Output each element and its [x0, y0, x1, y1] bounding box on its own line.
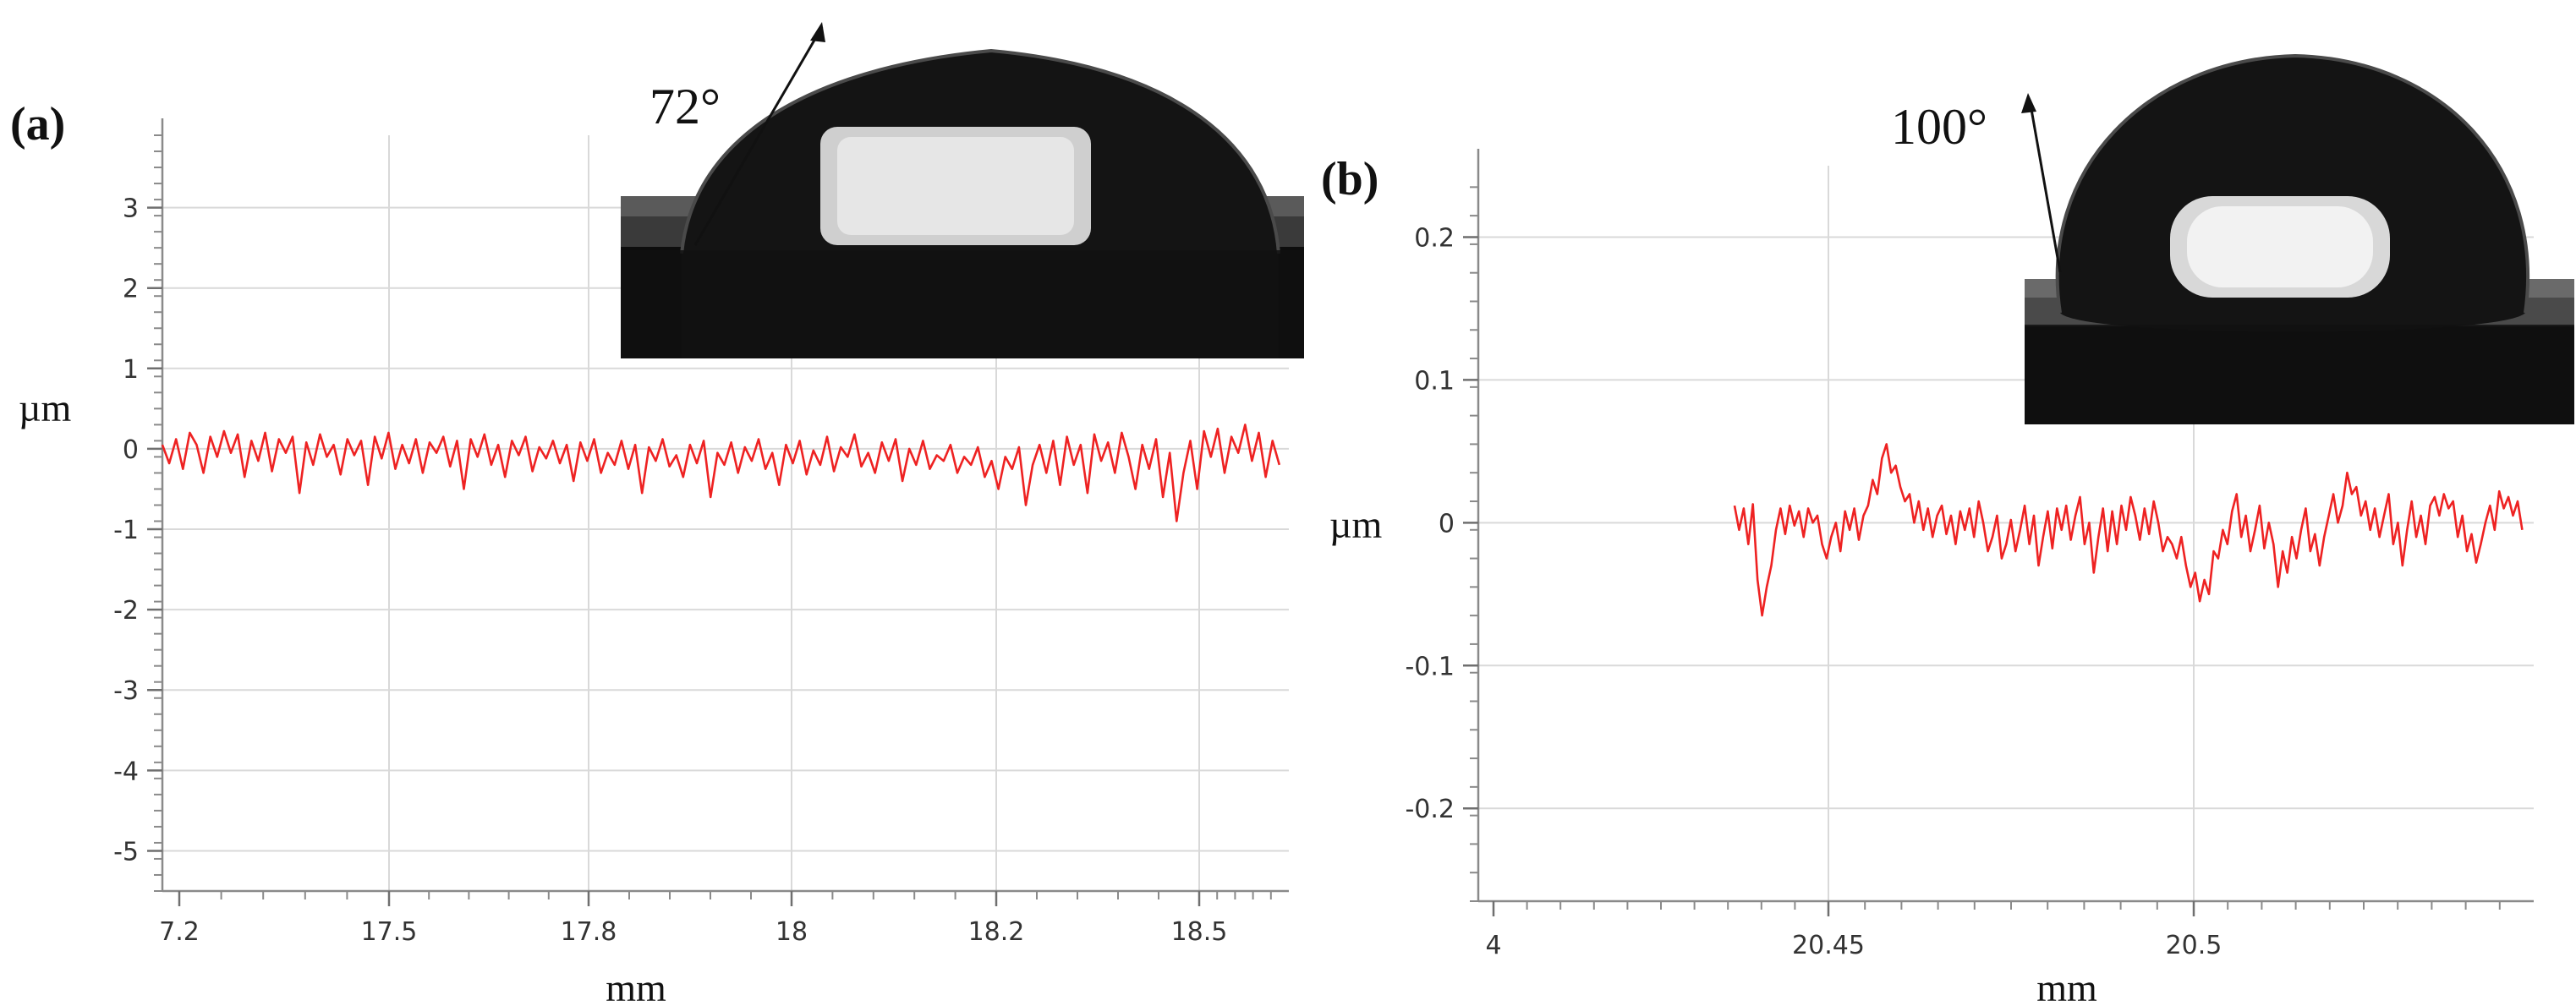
panel-a-axes: 3 2 1 0 -1 -2 -3 -4 -5 7.2 17.5 17.8 18 18.2 18.5: [113, 118, 1289, 947]
panel-a-profile-line: [161, 424, 1281, 522]
panel-b-x-axis-label: mm: [2036, 966, 2097, 1006]
panel-a-label: (a): [10, 98, 65, 150]
panel-b-y-axis-label: µm: [1329, 503, 1383, 546]
panel-b-contact-angle: 100°: [1891, 99, 1987, 155]
panel-a-y-axis-label: µm: [19, 386, 72, 429]
panel-a-y-tick-label-4: -1: [113, 516, 139, 545]
panel-b-grid: [1478, 166, 2534, 901]
panel-a-y-tick-label-7: -4: [113, 757, 139, 786]
panel-a-x-tick-label-1: 17.5: [361, 917, 418, 947]
panel-b-y-tick-label-4: -0.2: [1405, 795, 1455, 824]
panel-b-profile-line: [1733, 443, 2524, 617]
panel-a-trace: [161, 424, 1281, 522]
panel-a-y-tick-label-1: 2: [123, 275, 139, 304]
panel-a-x-tick-label-3: 18: [776, 917, 808, 947]
panel-b-label: (b): [1321, 153, 1378, 205]
panel-a-x-tick-label-0: 7.2: [159, 917, 200, 947]
panel-a-x-axis-label: mm: [606, 966, 666, 1006]
panel-b-trace: [1733, 443, 2524, 617]
panel-b-y-tick-label-0: 0.2: [1414, 223, 1455, 253]
panel-a-y-tick-label-2: 1: [123, 355, 139, 385]
panel-b-droplet-inset: 100°: [1891, 53, 2574, 424]
panel-b-y-tick-label-1: 0.1: [1414, 366, 1455, 396]
panel-b: 0.2 0.1 0 -0.1 -0.2 4 20.45 20.5 (b) µm mm 100°: [1321, 53, 2574, 1006]
panel-a-y-tick-label-8: -5: [113, 837, 139, 867]
panel-b-x-tick-label-1: 20.45: [1792, 931, 1865, 960]
panel-a-x-tick-label-4: 18.2: [968, 917, 1025, 947]
panel-b-axes: 0.2 0.1 0 -0.1 -0.2 4 20.45 20.5: [1405, 149, 2534, 960]
panel-b-x-tick-label-0: 4: [1485, 931, 1501, 960]
panel-a-y-tick-label-6: -3: [113, 676, 139, 706]
panel-a-y-tick-label-3: 0: [123, 435, 139, 465]
panel-a-y-tick-label-5: -2: [113, 596, 139, 626]
panel-a-x-tick-label-5: 18.5: [1171, 917, 1228, 947]
panel-b-y-tick-label-2: 0: [1439, 509, 1455, 539]
panel-b-x-tick-label-2: 20.5: [2166, 931, 2222, 960]
panel-a-y-tick-label-0: 3: [123, 194, 139, 224]
panel-b-y-tick-label-3: -0.1: [1405, 652, 1455, 681]
panel-a-droplet-inset: 72°: [621, 22, 1304, 358]
panel-a-contact-angle: 72°: [649, 79, 721, 134]
panel-a-x-tick-label-2: 17.8: [561, 917, 617, 947]
